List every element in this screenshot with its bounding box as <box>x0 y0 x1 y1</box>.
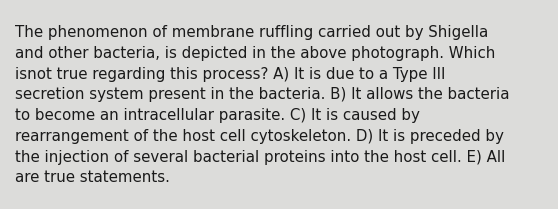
Text: The phenomenon of membrane ruffling carried out by Shigella
and other bacteria, : The phenomenon of membrane ruffling carr… <box>15 25 509 185</box>
